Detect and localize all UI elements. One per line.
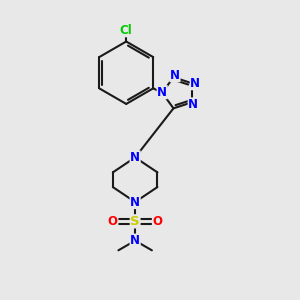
Text: N: N <box>157 86 167 99</box>
Text: N: N <box>170 69 180 82</box>
Text: Cl: Cl <box>120 24 133 37</box>
Text: S: S <box>130 215 140 228</box>
Text: N: N <box>130 151 140 164</box>
Text: O: O <box>152 215 162 228</box>
Text: N: N <box>130 196 140 208</box>
Text: N: N <box>130 234 140 247</box>
Text: N: N <box>188 98 198 111</box>
Text: N: N <box>190 77 200 90</box>
Text: O: O <box>108 215 118 228</box>
